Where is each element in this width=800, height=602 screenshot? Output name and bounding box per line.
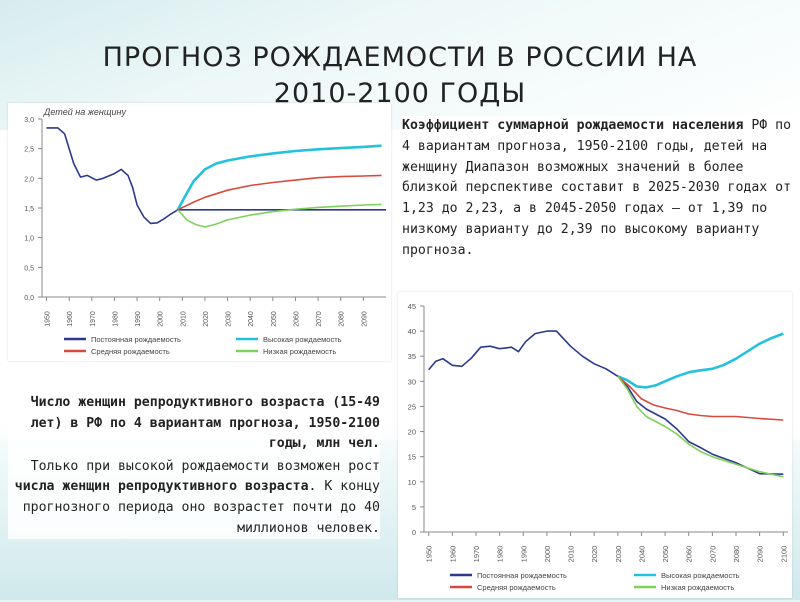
x-tick-label: 2010 bbox=[180, 311, 187, 327]
legend-label: Постоянная рождаемость bbox=[477, 571, 567, 580]
women-description-body-b: числа женщин репродуктивного возраста bbox=[14, 479, 309, 495]
women-description-title-text: Число женщин репродуктивного возраста (1… bbox=[30, 395, 380, 452]
x-tick-label: 2100 bbox=[779, 546, 788, 563]
legend-label: Низкая рождаемость bbox=[661, 583, 734, 592]
x-tick-label: 2040 bbox=[248, 311, 255, 327]
x-tick-label: 2050 bbox=[661, 546, 670, 563]
x-tick-label: 2030 bbox=[226, 311, 233, 327]
x-tick-label: 1990 bbox=[135, 311, 142, 327]
y-tick-label: 10 bbox=[408, 478, 416, 487]
fertility-description-bold: Коэффициент суммарной рождаемости населе… bbox=[402, 118, 744, 133]
women-description-title: Число женщин репродуктивного возраста (1… bbox=[8, 393, 380, 455]
x-tick-label: 2070 bbox=[708, 546, 717, 563]
women-chart-panel: 0 5 10 15 20 25 30 35 40 45 1950 1960 1970 1980 1990 20… bbox=[398, 292, 792, 598]
x-tick-label: 2020 bbox=[590, 546, 599, 563]
legend-label: Постоянная рождаемость bbox=[91, 335, 181, 344]
y-tick-label: 1,0 bbox=[24, 236, 34, 243]
y-tick-label: 0 bbox=[412, 528, 416, 537]
x-tick-label: 2050 bbox=[271, 311, 278, 327]
chart-title: Детей на женщину bbox=[43, 107, 126, 117]
x-tick-label: 1960 bbox=[67, 311, 74, 327]
x-tick-label: 1980 bbox=[496, 546, 505, 563]
x-tick-label: 2080 bbox=[339, 311, 346, 327]
x-tick-label: 2040 bbox=[637, 546, 646, 563]
x-tick-label: 1970 bbox=[90, 311, 97, 327]
y-tick-label: 15 bbox=[408, 453, 416, 462]
legend-label: Высокая рождаемость bbox=[263, 335, 342, 344]
legend-label: Высокая рождаемость bbox=[661, 571, 740, 580]
x-tick-label: 2010 bbox=[567, 546, 576, 563]
y-tick-label: 0,0 bbox=[24, 295, 34, 302]
x-tick-label: 2060 bbox=[685, 546, 694, 563]
fertility-rate-chart: Детей на женщину 0,0 0,5 1,0 1,5 2,0 2,5 3,0 195… bbox=[24, 107, 386, 356]
x-tick-label: 1950 bbox=[45, 311, 52, 327]
fertility-description: Коэффициент суммарной рождаемости населе… bbox=[402, 116, 792, 262]
x-tick-label: 2080 bbox=[732, 546, 741, 563]
women-description-body-c: . К концу прогнозного периода оно возрас… bbox=[22, 479, 380, 536]
series-line bbox=[176, 144, 382, 211]
series-line bbox=[617, 375, 784, 421]
x-tick-label: 1990 bbox=[519, 546, 528, 563]
x-tick-label: 2000 bbox=[543, 546, 552, 563]
x-tick-label: 2000 bbox=[158, 311, 165, 327]
y-tick-label: 0,5 bbox=[24, 265, 34, 272]
y-tick-label: 3,0 bbox=[24, 117, 34, 124]
y-tick-label: 20 bbox=[408, 428, 416, 437]
series-line bbox=[617, 332, 784, 389]
y-tick-label: 2,5 bbox=[24, 147, 34, 154]
series-line bbox=[617, 375, 784, 478]
y-tick-label: 2,0 bbox=[24, 176, 34, 183]
x-tick-label: 2020 bbox=[203, 311, 210, 327]
x-tick-label: 1970 bbox=[472, 546, 481, 563]
y-tick-label: 25 bbox=[408, 402, 416, 411]
legend-label: Средняя рождаемость bbox=[477, 583, 556, 592]
reproductive-women-chart: 0 5 10 15 20 25 30 35 40 45 1950 1960 1970 1980 1990 20… bbox=[408, 302, 789, 592]
y-tick-label: 5 bbox=[412, 503, 416, 512]
x-tick-label: 1950 bbox=[425, 546, 434, 563]
legend-label: Низкая рождаемость bbox=[263, 347, 336, 356]
series-line bbox=[428, 330, 784, 475]
y-tick-label: 40 bbox=[408, 327, 416, 336]
y-tick-label: 30 bbox=[408, 377, 416, 386]
slide-title: Прогноз рождаемости в России на 2010-210… bbox=[102, 42, 698, 109]
series-line bbox=[177, 203, 382, 228]
x-tick-label: 2030 bbox=[614, 546, 623, 563]
y-tick-label: 1,5 bbox=[24, 206, 34, 213]
women-description-body-a: Только при высокой рождаемости возможен … bbox=[30, 458, 380, 474]
x-tick-label: 2090 bbox=[756, 546, 765, 563]
women-description-body: Только при высокой рождаемости возможен … bbox=[8, 457, 380, 539]
series-line bbox=[46, 127, 386, 225]
x-tick-label: 2070 bbox=[316, 311, 323, 327]
x-tick-label: 2060 bbox=[293, 311, 300, 327]
legend-label: Средняя рождаемость bbox=[91, 347, 170, 356]
x-tick-label: 1960 bbox=[448, 546, 457, 563]
y-tick-label: 45 bbox=[408, 302, 416, 311]
series-line bbox=[177, 174, 382, 211]
fertility-description-rest: РФ по 4 вариантам прогноза, 1950-2100 го… bbox=[402, 118, 792, 258]
fertility-chart-panel: Детей на женщину 0,0 0,5 1,0 1,5 2,0 2,5 3,0 195… bbox=[8, 103, 391, 361]
women-description: Число женщин репродуктивного возраста (1… bbox=[8, 393, 380, 540]
y-tick-label: 35 bbox=[408, 352, 416, 361]
x-tick-label: 1980 bbox=[112, 311, 119, 327]
x-tick-label: 2090 bbox=[361, 311, 368, 327]
